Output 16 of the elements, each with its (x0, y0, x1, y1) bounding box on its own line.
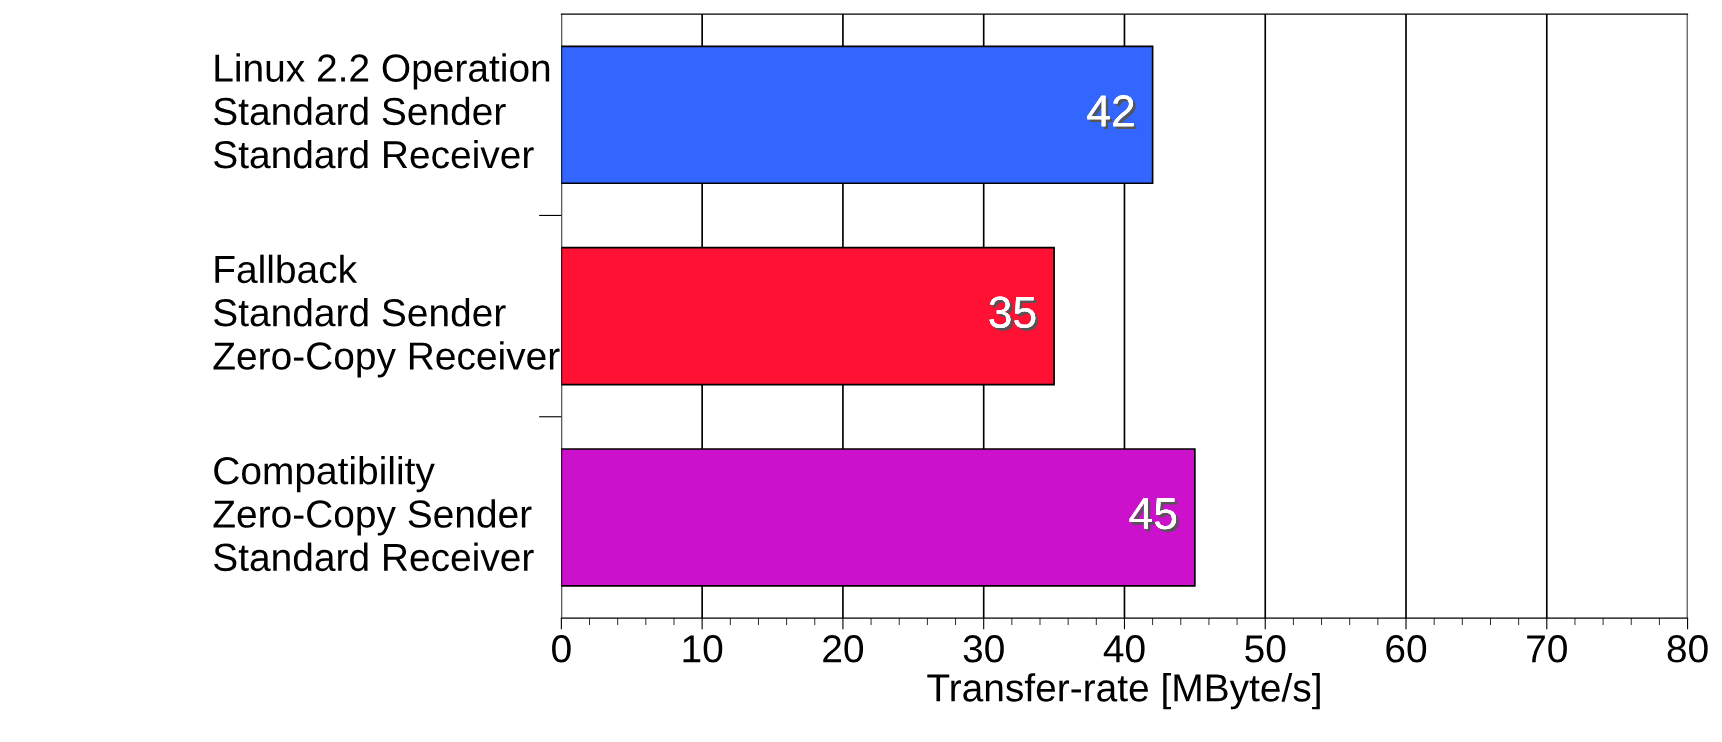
y-tick-label: Compatibility Zero-Copy Sender Standard Receiver (213, 456, 534, 572)
x-tick-label: 10 (683, 635, 723, 663)
x-tick-label: 0 (552, 635, 571, 663)
data-label: 45 (1129, 498, 1179, 533)
data-label: 42 (1087, 95, 1137, 130)
x-tick-label: 20 (823, 635, 864, 663)
x-tick-label: 80 (1667, 635, 1708, 663)
data-label: 35 (989, 296, 1039, 331)
x-tick-label: 70 (1527, 635, 1567, 663)
y-tick-label: Linux 2.2 Operation Standard Sender Standard Receiver (214, 53, 550, 169)
x-tick-label: 30 (963, 635, 1004, 663)
x-axis-title: Transfer-rate [MByte/s] (927, 673, 1320, 710)
x-tick-label: 40 (1103, 635, 1145, 663)
x-tick-label: 50 (1245, 635, 1286, 663)
x-tick-label: 60 (1386, 635, 1427, 663)
y-tick-label: Fallback Standard Sender Zero-Copy Receiver (213, 254, 560, 378)
